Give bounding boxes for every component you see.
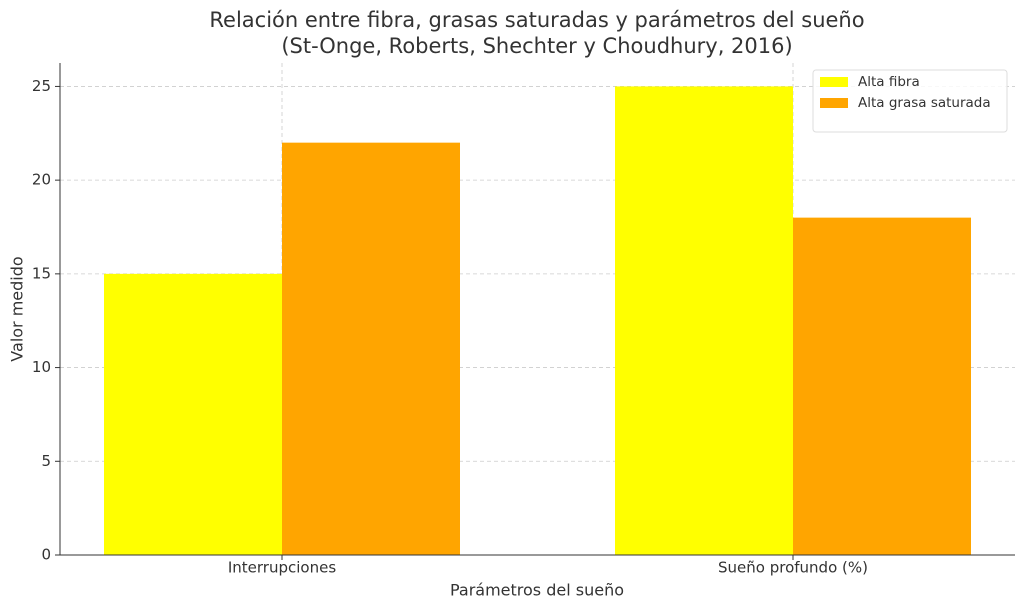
y-tick-label: 5: [41, 452, 51, 470]
legend-label: Alta grasa saturada: [858, 95, 991, 111]
legend-swatch: [820, 98, 848, 108]
chart-subtitle: (St-Onge, Roberts, Shechter y Choudhury,…: [281, 34, 792, 58]
bar: [615, 86, 793, 555]
y-tick-label: 15: [32, 264, 51, 282]
bar: [104, 273, 282, 555]
legend-box: [812, 69, 1008, 133]
y-tick-label: 20: [32, 171, 51, 189]
bar: [282, 142, 460, 555]
x-axis-label: Parámetros del sueño: [450, 581, 624, 600]
y-tick-label: 10: [32, 358, 51, 376]
bar: [793, 217, 971, 555]
y-axis-label: Valor medido: [8, 256, 27, 361]
chart-title: Relación entre fibra, grasas saturadas y…: [209, 8, 864, 32]
legend-label: Alta fibra: [858, 74, 920, 90]
x-tick-label: Interrupciones: [228, 559, 336, 577]
legend-swatch: [820, 77, 848, 87]
x-tick-label: Sueño profundo (%): [718, 559, 868, 577]
y-tick-label: 25: [32, 77, 51, 95]
y-tick-label: 0: [41, 546, 51, 564]
